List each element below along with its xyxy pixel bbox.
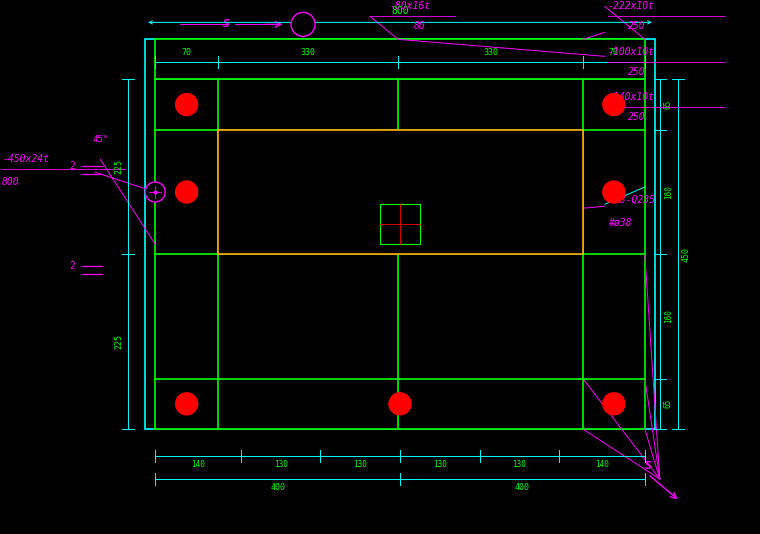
Circle shape [176,393,198,415]
Text: -140x10t: -140x10t [608,92,655,103]
Text: 225: 225 [114,159,123,174]
Text: 45°: 45° [92,135,109,144]
Text: M33-Q235: M33-Q235 [608,194,655,204]
Text: 800: 800 [391,6,409,17]
Text: 800: 800 [2,177,20,187]
Bar [381,204,420,244]
Text: 450: 450 [682,247,691,262]
Text: 330: 330 [300,49,315,57]
Text: 2: 2 [69,161,75,171]
Text: 330: 330 [483,49,498,57]
Text: 250: 250 [628,67,645,77]
Text: 130: 130 [433,460,447,469]
Text: S: S [223,19,230,29]
Text: 65: 65 [663,399,673,409]
Circle shape [176,93,198,115]
Text: 250: 250 [628,21,645,32]
Text: -450x24t: -450x24t [2,154,49,164]
Circle shape [603,93,625,115]
Text: 140: 140 [191,460,205,469]
Text: #ø38: #ø38 [608,217,632,227]
Text: 80: 80 [414,21,426,32]
Text: 65: 65 [663,100,673,109]
Circle shape [389,393,411,415]
Text: -80x16t: -80x16t [389,2,431,11]
Bar [218,130,583,254]
Circle shape [603,181,625,203]
Text: 70: 70 [609,49,619,57]
Bar [155,80,644,429]
Text: 130: 130 [274,460,287,469]
Text: -100x10t: -100x10t [608,48,655,57]
Circle shape [145,182,165,202]
Text: 400: 400 [270,483,285,492]
Text: -222x10t: -222x10t [608,2,655,11]
Text: 225: 225 [114,334,123,349]
Circle shape [603,393,625,415]
Text: 160: 160 [663,309,673,323]
Bar [155,40,644,80]
Text: S: S [644,461,651,471]
Text: 400: 400 [515,483,530,492]
Text: 250: 250 [628,112,645,122]
Text: 2: 2 [69,261,75,271]
Bar [145,40,655,429]
Text: 160: 160 [663,185,673,199]
Text: 130: 130 [512,460,526,469]
Text: 130: 130 [353,460,367,469]
Circle shape [291,12,315,36]
Circle shape [176,181,198,203]
Text: 140: 140 [595,460,609,469]
Text: 70: 70 [182,49,192,57]
